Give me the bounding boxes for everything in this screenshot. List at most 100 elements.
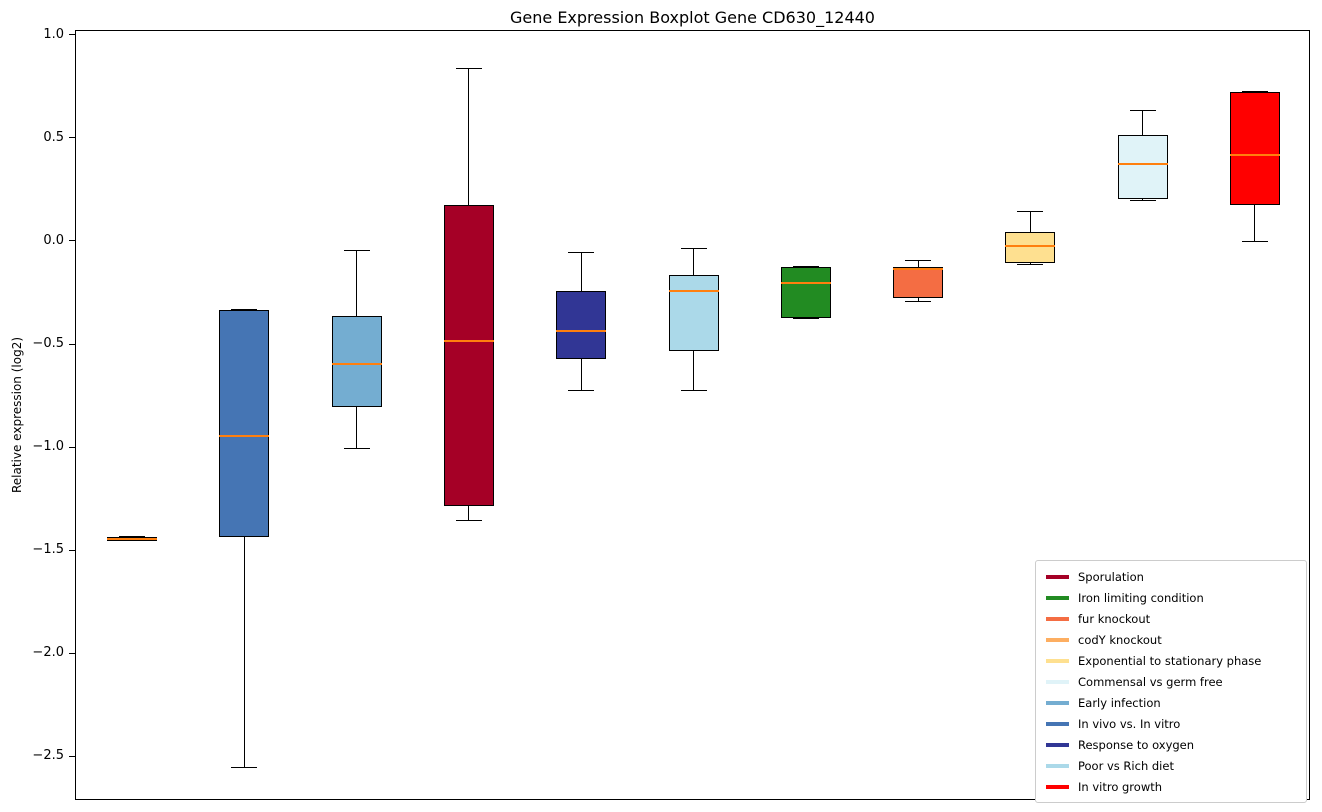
median-line	[107, 537, 158, 540]
legend-item: Response to oxygen	[1046, 734, 1296, 755]
whisker-cap	[1129, 109, 1156, 111]
y-tick-mark	[69, 34, 75, 36]
legend-swatch	[1046, 700, 1069, 705]
whisker	[580, 359, 582, 391]
median-line	[780, 282, 831, 285]
whisker-cap	[455, 68, 482, 70]
whisker	[917, 260, 919, 267]
legend-item: codY knockout	[1046, 629, 1296, 650]
whisker	[693, 351, 694, 391]
whisker-cap	[1241, 241, 1268, 243]
whisker-cap	[119, 540, 146, 542]
whisker-cap	[905, 260, 932, 262]
median-line	[1117, 162, 1168, 165]
box	[556, 291, 607, 360]
whisker	[1142, 198, 1144, 201]
median-line	[1229, 154, 1280, 157]
whisker	[356, 406, 358, 449]
box	[668, 274, 719, 352]
box	[1229, 91, 1280, 205]
y-tick-mark	[69, 343, 75, 345]
legend-item: Iron limiting condition	[1046, 587, 1296, 608]
legend-swatch	[1046, 721, 1069, 726]
whisker	[1029, 211, 1031, 232]
legend-item: fur knockout	[1046, 608, 1296, 629]
legend-item: Early infection	[1046, 692, 1296, 713]
box	[780, 266, 831, 319]
whisker	[1142, 110, 1144, 135]
legend-item: In vitro growth	[1046, 776, 1296, 797]
whisker	[356, 250, 358, 317]
whisker	[468, 505, 470, 521]
legend-label: Poor vs Rich diet	[1078, 758, 1174, 773]
y-axis-label: Relative expression (log2)	[10, 336, 24, 494]
box	[219, 309, 270, 537]
legend-label: fur knockout	[1078, 611, 1151, 626]
whisker-cap	[792, 317, 819, 319]
whisker-cap	[343, 249, 370, 251]
median-line	[556, 329, 607, 332]
chart-title: Gene Expression Boxplot Gene CD630_12440	[510, 8, 875, 27]
y-tick-label: −0.5	[32, 336, 64, 352]
legend-label: Sporulation	[1078, 569, 1144, 584]
legend-label: Response to oxygen	[1078, 737, 1195, 752]
median-line	[331, 362, 382, 365]
whisker-cap	[680, 247, 707, 249]
whisker-cap	[905, 301, 932, 303]
whisker	[1254, 204, 1256, 242]
legend-label: In vivo vs. In vitro	[1078, 716, 1181, 731]
y-tick-label: 1.0	[43, 26, 64, 42]
legend-swatch	[1046, 574, 1069, 579]
whisker-cap	[1129, 200, 1156, 202]
median-line	[1005, 245, 1056, 248]
legend-label: Iron limiting condition	[1078, 590, 1204, 605]
whisker-cap	[455, 519, 482, 521]
whisker	[917, 297, 919, 302]
whisker-cap	[680, 389, 707, 391]
y-tick-mark	[69, 549, 75, 551]
legend-swatch	[1046, 763, 1069, 768]
legend-label: Commensal vs germ free	[1078, 674, 1223, 689]
y-tick-mark	[69, 446, 75, 448]
median-line	[443, 339, 494, 342]
median-line	[893, 267, 944, 270]
y-tick-label: −2.0	[32, 645, 64, 661]
y-tick-mark	[69, 652, 75, 654]
legend-swatch	[1046, 637, 1069, 642]
whisker-cap	[231, 766, 258, 768]
whisker-cap	[343, 447, 370, 449]
y-tick-mark	[69, 240, 75, 242]
legend-swatch	[1046, 595, 1069, 600]
whisker	[693, 248, 694, 275]
whisker	[468, 68, 470, 205]
legend-label: Exponential to stationary phase	[1078, 653, 1262, 668]
whisker	[243, 536, 245, 768]
y-tick-label: −1.5	[32, 542, 64, 558]
median-line	[668, 290, 719, 293]
whisker-cap	[1017, 264, 1044, 266]
legend-swatch	[1046, 679, 1069, 684]
box	[331, 316, 382, 407]
legend-item: Poor vs Rich diet	[1046, 755, 1296, 776]
legend-swatch	[1046, 658, 1069, 663]
legend-label: codY knockout	[1078, 632, 1162, 647]
y-tick-label: −2.5	[32, 748, 64, 764]
legend-item: In vivo vs. In vitro	[1046, 713, 1296, 734]
y-tick-mark	[69, 755, 75, 757]
y-tick-label: 0.5	[43, 129, 64, 145]
plot-area	[75, 30, 1310, 800]
whisker-cap	[1017, 210, 1044, 212]
box	[443, 204, 494, 506]
legend: Sporulation Iron limiting condition fur kn…	[1035, 560, 1307, 803]
legend-swatch	[1046, 742, 1069, 747]
y-tick-mark	[69, 137, 75, 139]
legend-swatch	[1046, 616, 1069, 621]
legend-label: In vitro growth	[1078, 779, 1163, 794]
whisker	[1029, 262, 1031, 265]
box	[893, 266, 944, 298]
box	[1005, 231, 1056, 263]
legend-item: Sporulation	[1046, 566, 1296, 587]
y-tick-label: −1.0	[32, 439, 64, 455]
box	[1117, 134, 1168, 199]
